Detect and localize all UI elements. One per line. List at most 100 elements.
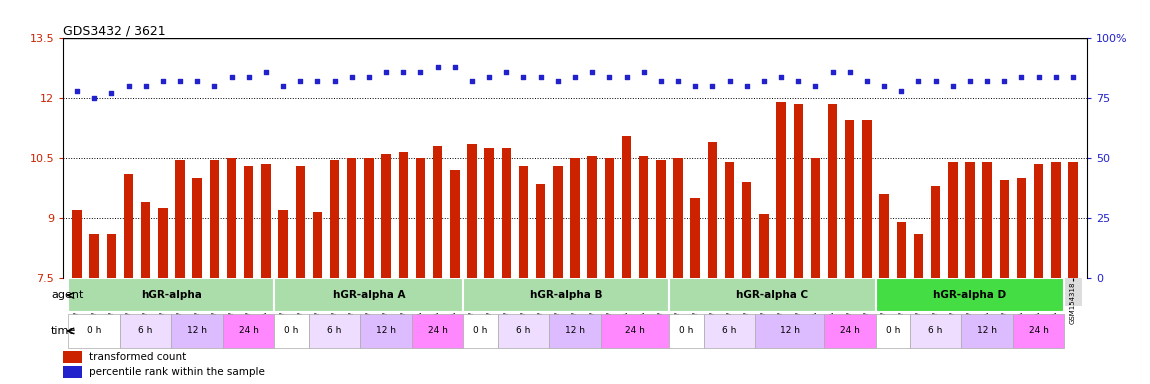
Bar (669, 278, 875, 313)
Bar (275, 314, 309, 348)
Bar (137, 278, 154, 306)
Bar (811, 158, 820, 278)
Point (823, 69, 842, 75)
Bar (910, 314, 961, 348)
Bar (450, 170, 460, 278)
Point (635, 69, 653, 75)
Bar (790, 278, 807, 306)
Point (68, 88, 86, 94)
Bar (171, 314, 223, 348)
Bar (192, 178, 202, 278)
Point (687, 83, 705, 89)
Bar (63, 351, 82, 363)
Point (549, 78, 567, 84)
Text: 0 h: 0 h (474, 326, 488, 336)
Bar (382, 154, 391, 278)
Point (256, 69, 275, 75)
Point (566, 74, 584, 80)
Text: 12 h: 12 h (565, 326, 585, 336)
Bar (724, 162, 735, 278)
Bar (807, 278, 825, 306)
Point (343, 74, 361, 80)
Bar (1034, 164, 1043, 278)
Bar (227, 158, 236, 278)
Point (187, 78, 206, 84)
Point (806, 83, 825, 89)
Bar (1048, 278, 1065, 306)
Point (85, 95, 104, 101)
Bar (897, 222, 906, 278)
Point (120, 83, 138, 89)
Bar (999, 180, 1009, 278)
Text: 24 h: 24 h (840, 326, 860, 336)
Bar (330, 160, 339, 278)
Bar (102, 278, 120, 306)
Bar (742, 182, 751, 278)
Text: hGR-alpha: hGR-alpha (141, 290, 202, 300)
Bar (278, 210, 288, 278)
Bar (275, 278, 292, 306)
Bar (669, 278, 687, 306)
Bar (588, 156, 597, 278)
Bar (68, 314, 120, 348)
Bar (498, 314, 550, 348)
Text: percentile rank within the sample: percentile rank within the sample (89, 367, 264, 377)
Point (600, 74, 619, 80)
Point (875, 83, 894, 89)
Text: hGR-alpha B: hGR-alpha B (530, 290, 603, 300)
Bar (432, 146, 443, 278)
Point (720, 78, 738, 84)
Bar (914, 234, 923, 278)
Point (480, 74, 498, 80)
Text: transformed count: transformed count (89, 352, 186, 362)
Text: 24 h: 24 h (239, 326, 259, 336)
Bar (343, 278, 360, 306)
Text: 12 h: 12 h (780, 326, 799, 336)
Bar (365, 158, 374, 278)
Bar (244, 166, 253, 278)
Point (514, 74, 532, 80)
Bar (360, 314, 412, 348)
Bar (673, 158, 683, 278)
Bar (141, 202, 151, 278)
Bar (463, 314, 498, 348)
Point (703, 83, 721, 89)
Text: 24 h: 24 h (428, 326, 447, 336)
Bar (875, 278, 892, 306)
Bar (1013, 278, 1030, 306)
Bar (120, 314, 171, 348)
Bar (880, 194, 889, 278)
Point (960, 78, 979, 84)
Text: time: time (52, 326, 77, 336)
Point (274, 83, 292, 89)
Point (858, 78, 876, 84)
Point (325, 78, 344, 84)
Text: hGR-alpha D: hGR-alpha D (934, 290, 1006, 300)
Bar (875, 314, 910, 348)
Bar (862, 120, 872, 278)
Bar (828, 104, 837, 278)
Bar (704, 278, 721, 306)
Bar (910, 278, 927, 306)
Bar (858, 278, 875, 306)
Bar (776, 102, 785, 278)
Point (222, 74, 240, 80)
Bar (570, 158, 580, 278)
Bar (175, 160, 185, 278)
Text: hGR-alpha A: hGR-alpha A (332, 290, 405, 300)
Bar (687, 278, 704, 306)
Bar (550, 278, 567, 306)
Point (910, 78, 928, 84)
Bar (965, 162, 975, 278)
Bar (124, 174, 133, 278)
Point (412, 69, 430, 75)
Bar (550, 314, 600, 348)
Point (1012, 74, 1030, 80)
Point (377, 69, 396, 75)
Bar (982, 162, 991, 278)
Point (308, 78, 327, 84)
Point (754, 78, 773, 84)
Bar (704, 314, 756, 348)
Point (944, 83, 963, 89)
Bar (536, 184, 545, 278)
